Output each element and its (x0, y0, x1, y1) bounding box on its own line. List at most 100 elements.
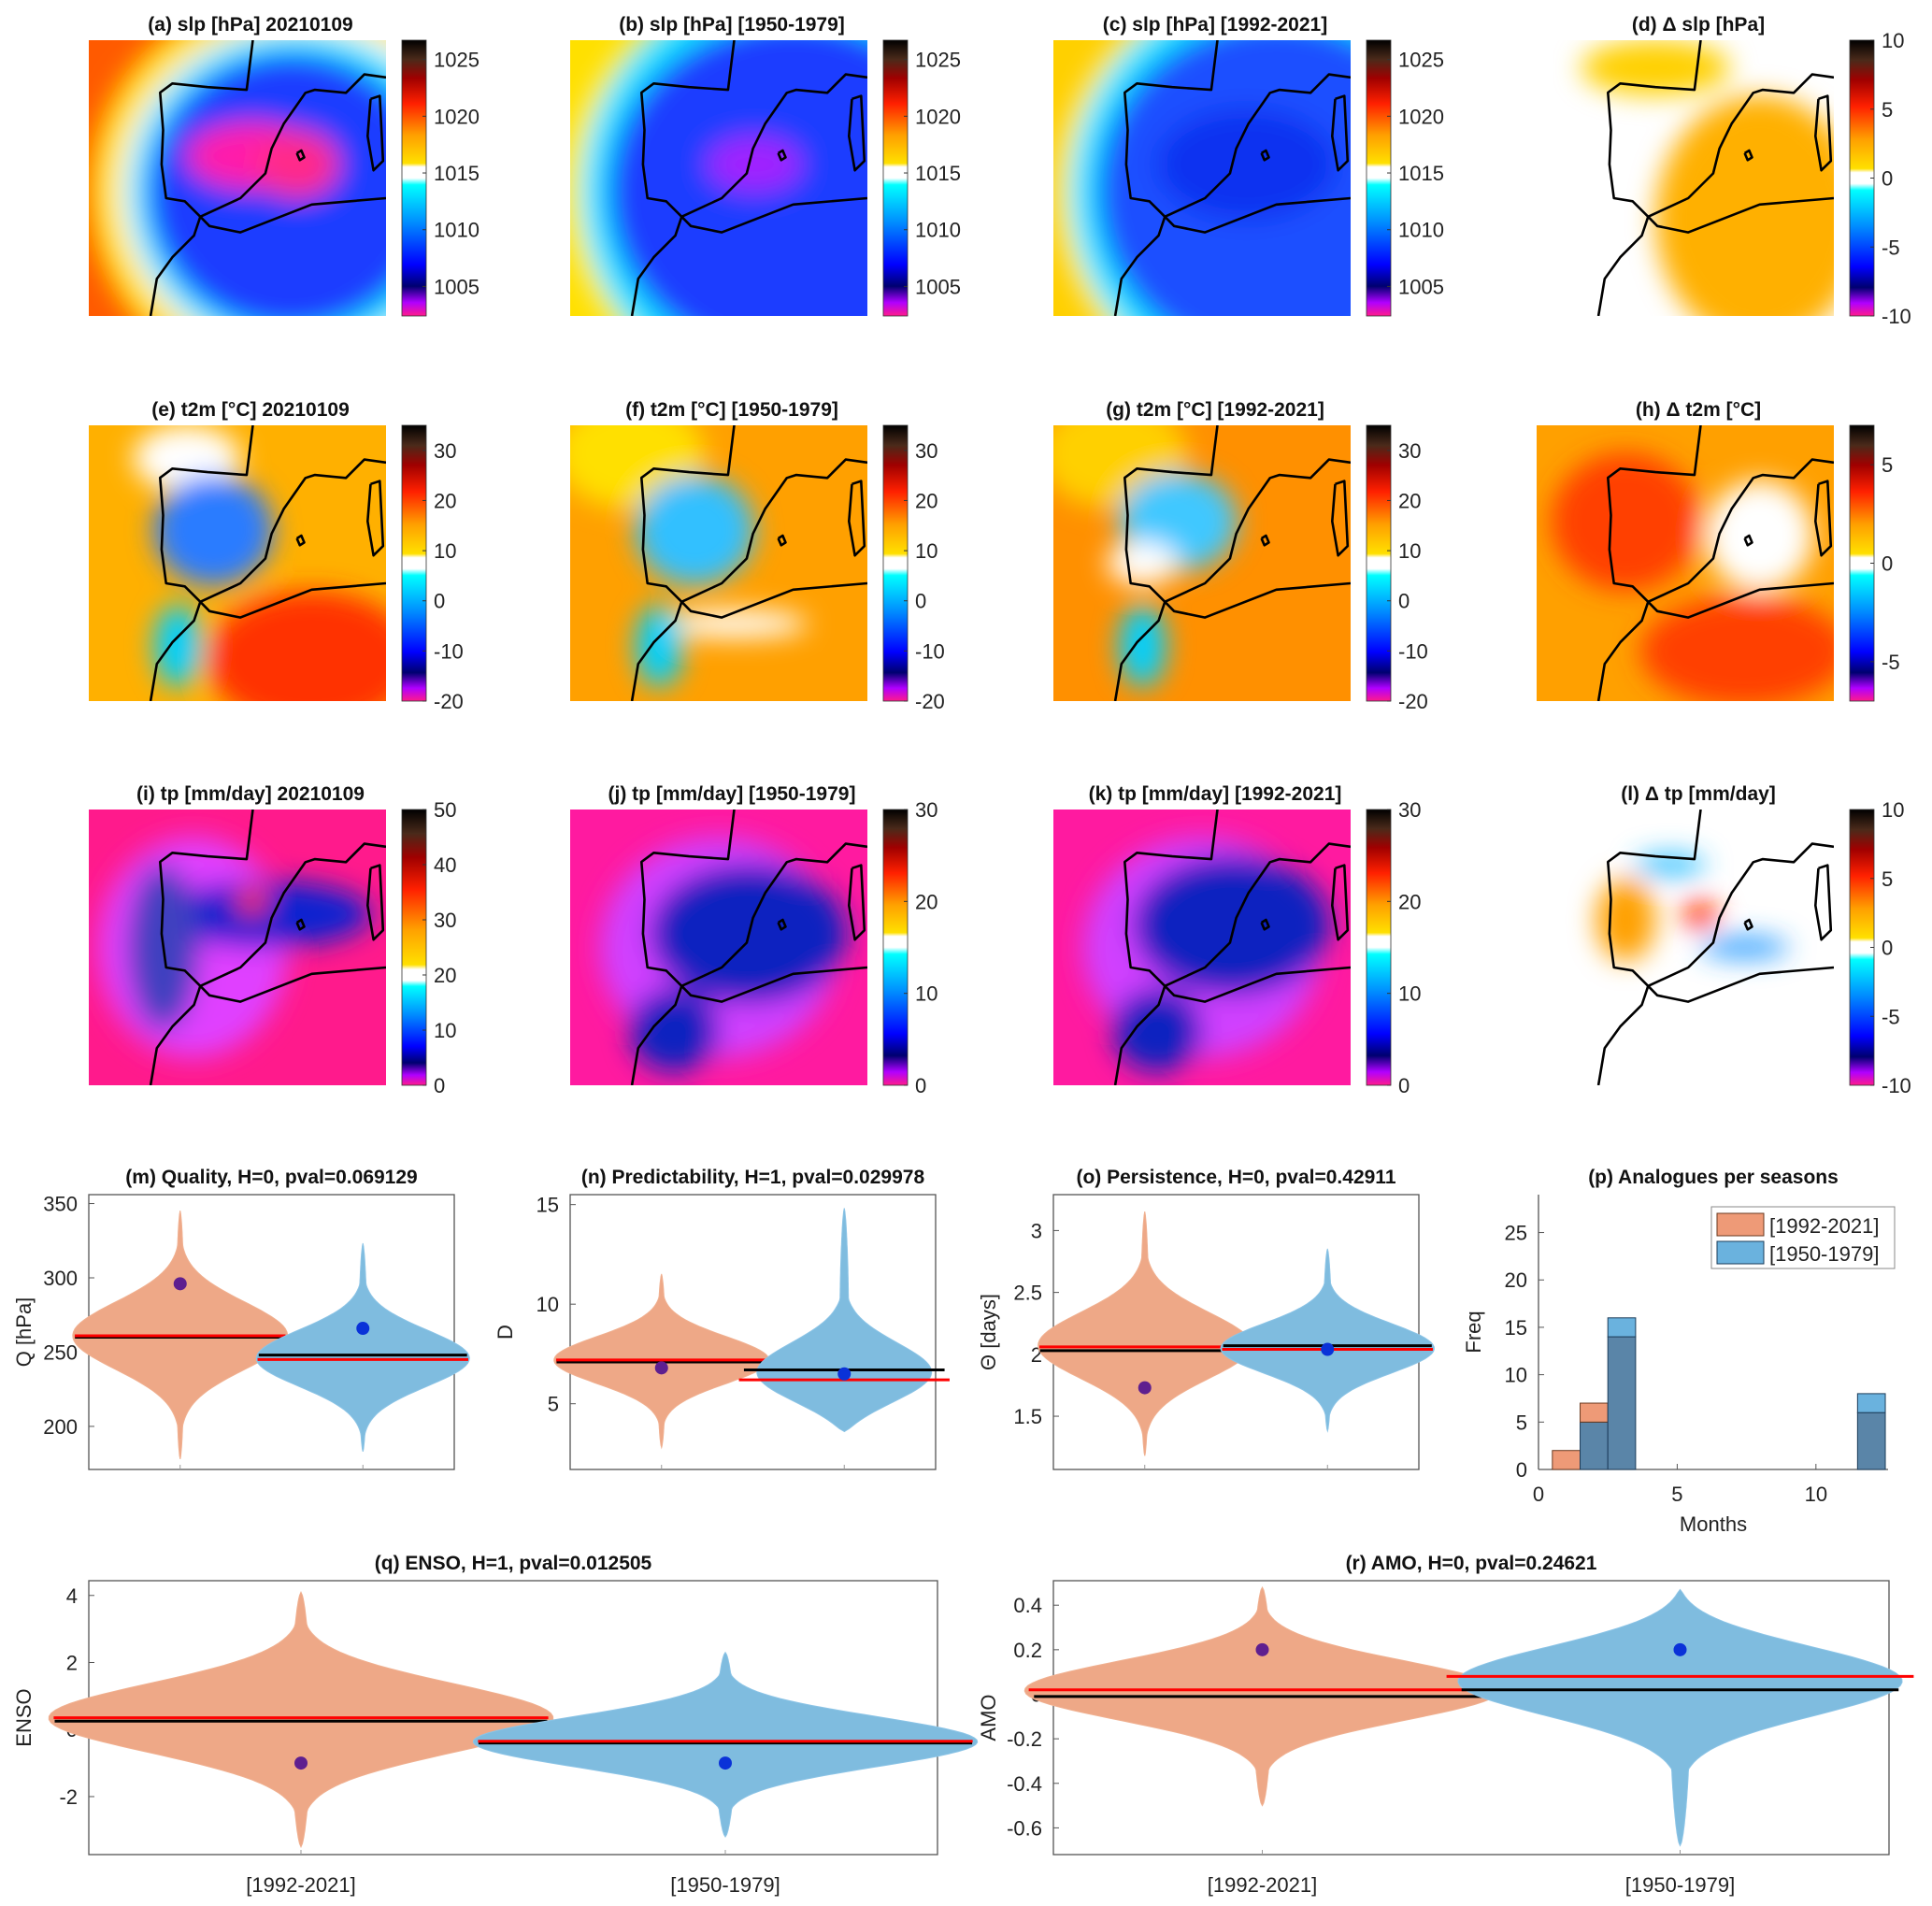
map-field (89, 810, 386, 1085)
colorbar-tick-label: -5 (1882, 236, 1900, 259)
colorbar (882, 39, 909, 317)
coastline (680, 842, 867, 987)
y-tick-label: 5 (1516, 1411, 1527, 1434)
colorbar-tick-label: 20 (434, 964, 456, 987)
coastline (848, 94, 866, 172)
map-field (89, 425, 386, 701)
map-field (1537, 425, 1834, 701)
coastline (295, 918, 306, 931)
violin-past (255, 1242, 470, 1453)
map-field (1537, 40, 1834, 316)
colorbar-tick-label: 1015 (915, 162, 961, 185)
colorbar-tick-label: 1005 (1398, 275, 1444, 298)
coastline (1113, 966, 1351, 1085)
coastline (1607, 40, 1702, 218)
colorbar-tick-label: 1025 (915, 49, 961, 72)
y-tick-label: 15 (1505, 1316, 1527, 1340)
y-tick-label: 0 (1516, 1458, 1527, 1482)
coastline (1164, 842, 1351, 987)
field-region (1706, 480, 1813, 591)
colorbar-tick-label: -20 (434, 690, 464, 713)
field-region (1699, 936, 1790, 959)
y-tick-label: 300 (43, 1267, 78, 1290)
colorbar (1366, 809, 1392, 1086)
colorbar-tick-label: -10 (1398, 639, 1428, 663)
y-tick-label: 2.5 (1013, 1282, 1042, 1305)
x-tick-label: [1950-1979] (670, 1873, 780, 1897)
violin-past (1457, 1588, 1903, 1847)
y-axis-label: D (494, 1325, 517, 1340)
y-axis-label: Θ [days] (977, 1294, 1000, 1370)
y-tick-label: 5 (548, 1393, 559, 1416)
colorbar-tick-label: 30 (915, 798, 937, 822)
colorbar-tick-label: 30 (915, 439, 937, 463)
y-tick-label: 20 (1505, 1268, 1527, 1292)
map-field (89, 40, 386, 316)
colorbar-tick-label: 20 (434, 489, 456, 512)
x-tick-label: 10 (1805, 1483, 1827, 1506)
panel-title: (n) Predictability, H=1, pval=0.029978 (581, 1167, 925, 1188)
colorbar (401, 809, 427, 1086)
y-tick-label: 0.4 (1013, 1594, 1042, 1617)
colorbar-tick-label: 40 (434, 853, 456, 877)
coastline (777, 918, 787, 931)
coastline (1164, 73, 1351, 218)
colorbar-tick-label: 0 (1398, 590, 1410, 613)
event-marker (294, 1756, 308, 1770)
violin-past (1220, 1248, 1435, 1433)
colorbar (1366, 424, 1392, 702)
colorbar-tick-label: 0 (1882, 552, 1893, 576)
violin-past (472, 1651, 979, 1838)
y-tick-label: 200 (43, 1415, 78, 1439)
y-axis-label: Freq (1462, 1311, 1485, 1353)
coastline (1647, 73, 1834, 218)
field-region (1596, 878, 1656, 962)
coastline (1331, 864, 1350, 941)
coastline (1331, 480, 1350, 557)
coastline (1596, 581, 1834, 701)
x-tick-label: [1992-2021] (246, 1873, 355, 1897)
y-tick-label: 15 (537, 1194, 559, 1217)
colorbar-tick-label: 1010 (434, 219, 479, 242)
axes-box (1052, 1580, 1890, 1856)
y-tick-label: 1.5 (1013, 1405, 1042, 1428)
colorbar-tick-label: 20 (1398, 489, 1421, 512)
panel-title: (q) ENSO, H=1, pval=0.012505 (375, 1553, 652, 1574)
x-tick-label: [1992-2021] (1208, 1873, 1317, 1897)
colorbar-tick-label: 0 (434, 590, 445, 613)
panel-title: (k) tp [mm/day] [1992-2021] (1089, 783, 1342, 805)
map-panel-k: (k) tp [mm/day] [1992-2021] 0 10 20 30 (1053, 783, 1421, 1097)
coastline (1743, 918, 1753, 931)
panel-title: (e) t2m [°C] 20210109 (151, 399, 350, 421)
field-contours (1581, 40, 1834, 316)
map-panel-i: (i) tp [mm/day] 20210109 0 10 20 30 40 50 (89, 783, 456, 1097)
panel-title: (h) Δ t2m [°C] (1636, 399, 1761, 421)
bar-recent (1580, 1402, 1609, 1423)
bar-overlap (1607, 1336, 1637, 1470)
coastline (199, 458, 386, 603)
map-panel-b: (b) slp [hPa] [1950-1979] 1005 1010 1015 102… (570, 14, 961, 317)
colorbar-tick-label: 20 (915, 489, 937, 512)
field-region (1682, 900, 1718, 928)
map-field (1537, 810, 1834, 1085)
panel-title: (d) Δ slp [hPa] (1632, 14, 1765, 36)
legend: [1992-2021] [1950-1979] (1710, 1206, 1896, 1269)
coastline (149, 581, 386, 701)
coastline (1607, 810, 1702, 987)
coastline (1113, 196, 1351, 316)
map-field (1053, 810, 1351, 1085)
colorbar-tick-label: 20 (1398, 890, 1421, 913)
colorbar-tick-label: -10 (1882, 305, 1911, 328)
colorbar-tick-label: 30 (1398, 439, 1421, 463)
colorbar-tick-label: 10 (1882, 798, 1904, 822)
coastline (199, 73, 386, 218)
map-panel-f: (f) t2m [°C] [1950-1979] -20 -10 0 10 20 30 (570, 399, 945, 713)
panel-title: (p) Analogues per seasons (1588, 1167, 1839, 1188)
field-contours (1082, 837, 1330, 1072)
axes-box (569, 1194, 937, 1470)
coastline (848, 864, 866, 941)
coastline (1123, 40, 1219, 218)
colorbar-tick-label: 1025 (1398, 49, 1444, 72)
